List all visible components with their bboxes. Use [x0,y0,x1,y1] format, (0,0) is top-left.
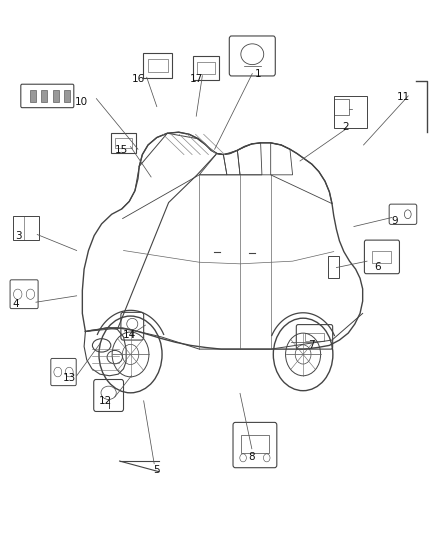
Text: 5: 5 [153,465,160,475]
Bar [328,256,339,278]
Bar [143,53,172,78]
Bar [148,59,168,72]
Bar [193,56,219,80]
Text: 12: 12 [99,396,112,406]
Bar [30,90,36,102]
Bar [13,216,39,240]
Bar [64,90,71,102]
Bar [334,96,367,128]
Bar [41,90,47,102]
Bar [197,62,215,74]
Bar [115,138,132,148]
Text: 11: 11 [396,92,410,102]
Text: 13: 13 [63,374,76,383]
Text: 9: 9 [391,216,398,226]
Text: 8: 8 [248,453,255,462]
Text: 17: 17 [190,74,203,84]
Text: 1: 1 [255,69,262,78]
Bar [305,333,324,341]
Text: 10: 10 [74,98,88,107]
Text: 16: 16 [131,74,145,84]
Bar [372,251,392,263]
Text: 2: 2 [343,122,350,132]
Text: 3: 3 [15,231,22,240]
Text: 15: 15 [115,146,128,155]
Bar [334,99,349,115]
Bar [53,90,59,102]
Text: 6: 6 [374,262,381,271]
Text: 4: 4 [12,299,19,309]
Text: 7: 7 [308,341,315,350]
Bar [241,435,268,453]
Text: 14: 14 [123,330,136,340]
Bar [111,133,135,153]
